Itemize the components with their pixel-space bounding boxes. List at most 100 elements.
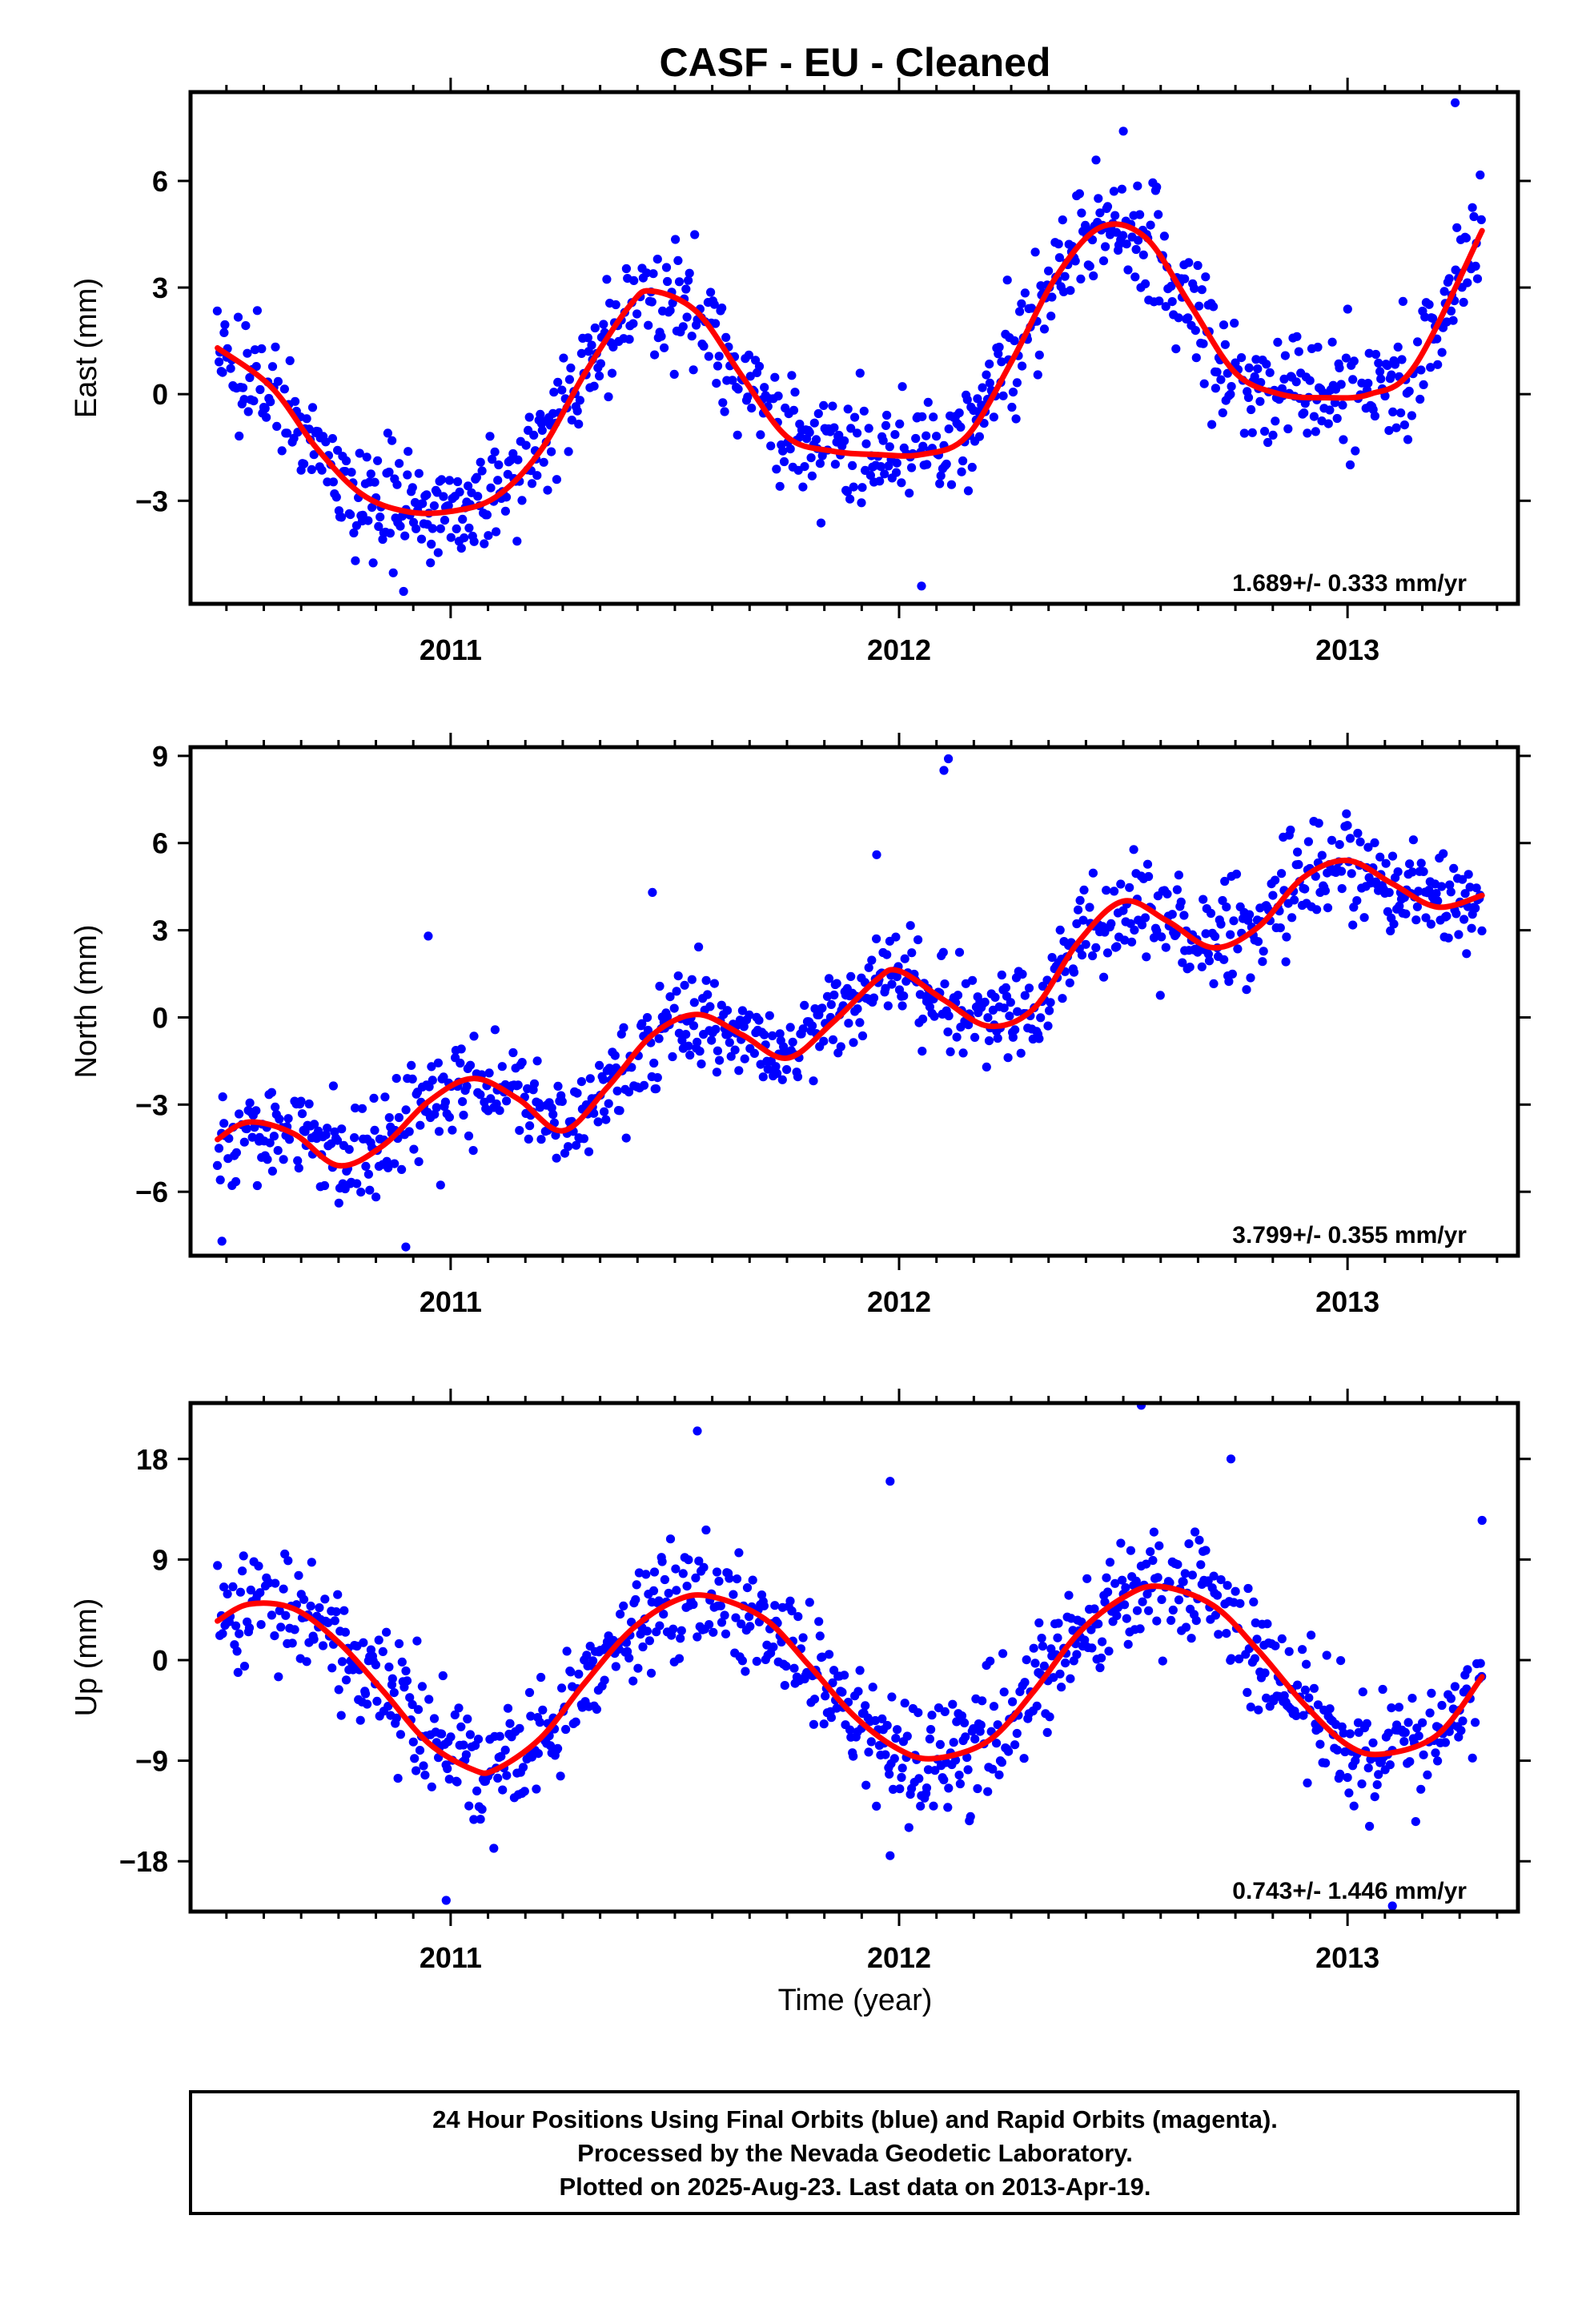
data-point	[922, 460, 932, 469]
data-point	[1077, 208, 1086, 218]
data-point	[231, 1176, 241, 1187]
data-point	[1126, 1546, 1135, 1555]
data-point	[1442, 911, 1452, 921]
data-point	[1149, 1527, 1158, 1537]
data-point	[1020, 288, 1030, 298]
data-point	[1227, 382, 1236, 392]
data-point	[385, 529, 395, 538]
data-point	[781, 1662, 791, 1671]
data-point	[1397, 355, 1407, 364]
data-point	[737, 1656, 748, 1666]
data-point	[439, 1072, 448, 1082]
data-point	[1253, 364, 1263, 374]
data-point	[500, 1745, 510, 1755]
data-point	[940, 979, 950, 989]
data-point	[1325, 1704, 1335, 1714]
data-point	[458, 1097, 468, 1107]
data-point	[664, 1588, 673, 1598]
data-point	[961, 1732, 970, 1742]
data-point	[533, 1749, 544, 1759]
data-point	[1275, 923, 1285, 933]
data-point	[1209, 1571, 1219, 1581]
data-point	[524, 1134, 533, 1144]
data-point	[1142, 859, 1153, 869]
data-point	[1401, 909, 1411, 919]
data-point	[1082, 1574, 1092, 1583]
data-point	[273, 376, 283, 386]
data-point	[889, 1754, 899, 1763]
data-point	[828, 1678, 837, 1687]
data-point	[600, 1675, 609, 1685]
data-point	[501, 493, 512, 502]
data-point	[1243, 1583, 1253, 1594]
y-tick-label: 6	[152, 165, 168, 198]
data-point	[1251, 355, 1261, 364]
data-point	[1098, 256, 1109, 266]
data-point	[1290, 895, 1299, 905]
data-point	[460, 533, 469, 543]
data-point	[1201, 272, 1211, 282]
data-point	[1103, 1587, 1113, 1597]
data-point	[1209, 979, 1219, 988]
data-point	[1338, 400, 1347, 410]
data-point	[241, 321, 251, 331]
data-point	[1230, 318, 1239, 328]
data-point	[1337, 884, 1347, 894]
data-point	[267, 362, 278, 372]
data-point	[595, 371, 604, 381]
data-point	[1433, 896, 1443, 906]
data-point	[866, 1737, 876, 1747]
data-point	[1313, 342, 1323, 352]
data-point	[404, 1127, 414, 1136]
data-point	[392, 480, 402, 489]
data-point	[517, 496, 527, 505]
data-point	[384, 467, 394, 477]
data-point	[756, 430, 765, 440]
data-point	[355, 448, 364, 458]
data-point	[557, 385, 567, 395]
data-point	[821, 1691, 830, 1701]
data-point	[419, 1761, 428, 1771]
data-point	[529, 430, 539, 440]
data-point	[307, 403, 318, 412]
data-point	[612, 1086, 622, 1096]
data-point	[384, 1663, 394, 1672]
data-point	[1046, 998, 1055, 1007]
data-point	[472, 1786, 482, 1795]
data-point	[1239, 428, 1249, 438]
data-point	[717, 304, 727, 313]
x-tick-label: 2013	[1315, 1285, 1379, 1318]
data-point	[993, 1720, 1002, 1730]
data-point	[410, 1754, 420, 1763]
data-point	[532, 1784, 541, 1794]
data-point	[476, 457, 485, 467]
data-point	[944, 424, 954, 434]
x-tick-label: 2011	[420, 1285, 482, 1318]
data-point	[923, 397, 933, 407]
data-point	[716, 1601, 725, 1610]
data-point	[891, 468, 901, 477]
data-point	[1226, 389, 1235, 399]
data-point	[1405, 1757, 1415, 1767]
data-point	[1135, 210, 1145, 219]
data-point	[1074, 189, 1084, 199]
data-point	[897, 1772, 906, 1783]
data-point	[448, 1125, 457, 1135]
data-point	[960, 1718, 970, 1727]
data-point	[672, 987, 681, 996]
data-point	[1349, 903, 1359, 912]
footer-line-3: Plotted on 2025-Aug-23. Last data on 201…	[559, 2173, 1150, 2201]
data-point	[1044, 266, 1054, 275]
data-point	[966, 1811, 975, 1821]
data-point	[1219, 320, 1229, 330]
data-point	[1121, 1582, 1130, 1593]
data-point	[985, 360, 994, 369]
data-point	[267, 1088, 276, 1097]
data-point	[505, 456, 516, 465]
data-point	[1091, 155, 1101, 165]
data-point	[294, 1164, 303, 1173]
data-point	[1365, 1821, 1375, 1831]
data-point	[1088, 868, 1098, 878]
data-point	[1399, 420, 1409, 430]
data-point	[1166, 1615, 1176, 1625]
